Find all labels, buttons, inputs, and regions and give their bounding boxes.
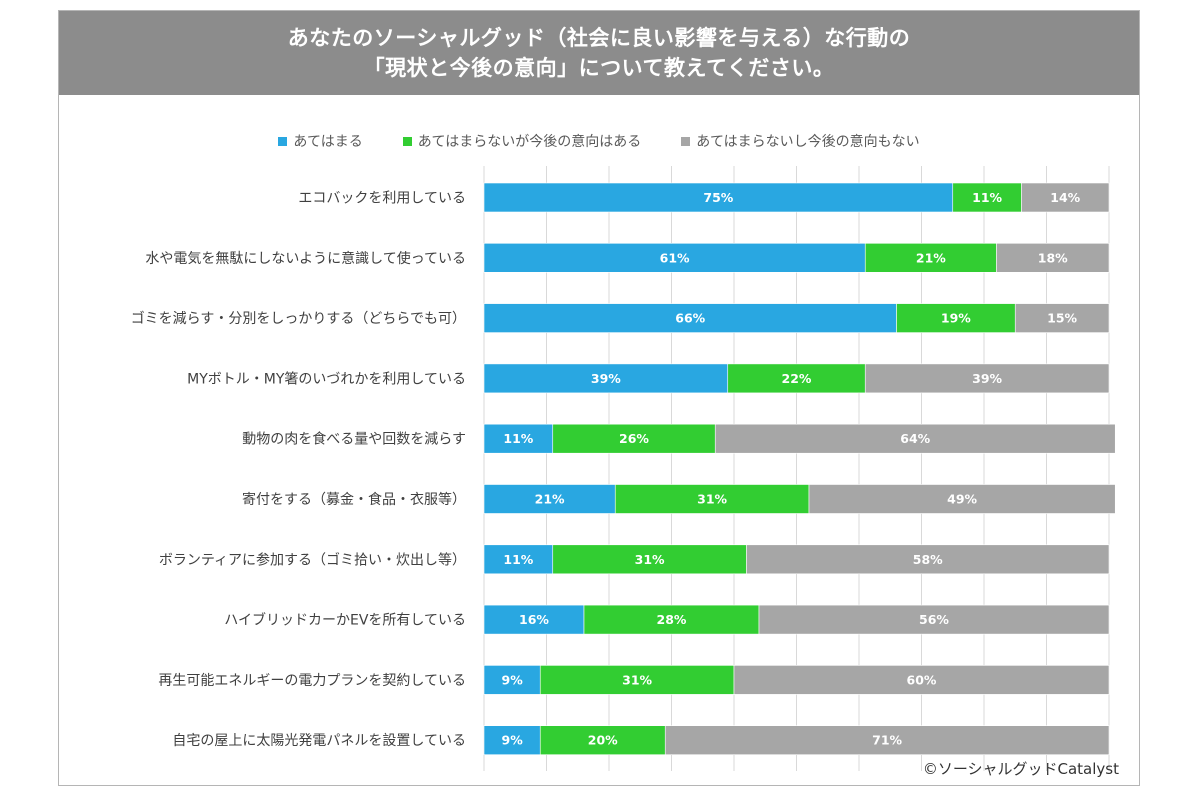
bar-segment-3 [758,604,1110,635]
data-label: 21% [535,492,565,507]
bar-segment-3 [996,243,1110,273]
data-label: 64% [900,431,930,446]
bar-segment-3 [1021,182,1110,213]
bar-segment-2 [614,484,810,514]
data-label: 9% [502,672,524,687]
bar-segment-3 [746,544,1110,575]
category-label: 動物の肉を食べる量や回数を減らす [242,431,466,448]
chart-title-line1: あなたのソーシャルグッド（社会に良い影響を与える）な行動の [287,26,911,50]
chart-title: あなたのソーシャルグッド（社会に良い影響を与える）な行動の 「現状と今後の意向」… [59,11,1139,95]
chart-frame: あなたのソーシャルグッド（社会に良い影響を与える）な行動の 「現状と今後の意向」… [58,10,1140,786]
data-label: 15% [1047,311,1077,326]
data-label: 19% [941,311,971,326]
bar-segment-2 [952,182,1022,213]
bar-segment-1 [483,303,897,333]
bar-segment-3 [714,423,1116,454]
bar-segment-2 [896,303,1016,333]
data-label: 20% [588,733,618,748]
category-label: MYボトル・MY箸のいづれかを利用している [187,370,466,387]
bar-segment-2 [583,604,760,635]
data-label: 39% [972,371,1002,386]
bar-segment-1 [483,725,541,756]
bar-segment-2 [552,423,716,454]
data-label: 56% [919,612,949,627]
data-label: 21% [916,250,946,265]
bar-segment-2 [727,363,866,394]
bar-segment-1 [483,544,554,575]
data-label: 58% [913,552,943,567]
data-label: 60% [907,672,937,687]
category-label: 自宅の屋上に太陽光発電パネルを設置している [172,733,466,749]
bar-segment-3 [664,725,1110,756]
legend-label-1: あてはまる [293,134,363,150]
legend-item-3: あてはまらないし今後の意向もない [681,131,920,151]
data-label: 31% [622,672,652,687]
bar-segment-3 [733,665,1110,695]
legend-swatch-1 [278,136,288,146]
data-label: 11% [972,190,1002,205]
data-label: 75% [703,190,733,205]
bar-segment-3 [864,363,1110,394]
bar-segment-1 [483,665,541,695]
data-label: 26% [619,431,649,446]
legend-label-3: あてはまらないし今後の意向もない [696,134,920,150]
bar-segment-1 [483,423,554,454]
data-label: 28% [657,612,687,627]
legend-item-1: あてはまる [278,131,363,151]
category-label: ゴミを減らす・分別をしっかりする（どちらでも可） [131,310,466,327]
data-label: 22% [782,371,812,386]
data-label: 61% [660,250,690,265]
legend-swatch-3 [681,136,691,146]
legend-swatch-2 [402,136,412,146]
bar-segment-1 [483,484,616,514]
stacked-bar-chart: エコバックを利用している 75% 11% 14% 水や電気を無駄にしないように意識して使… [131,166,1116,771]
data-label: 31% [697,492,727,507]
chart-title-line2: 「現状と今後の意向」について教えてください。 [363,56,835,80]
bar-segment-1 [483,243,866,273]
legend-item-2: あてはまらないが今後の意向はある [402,131,642,151]
bar-segment-3 [1014,303,1110,333]
bar-segment-1 [483,182,954,213]
category-label: 再生可能エネルギーの電力プランを契約している [158,673,466,689]
category-label: 寄付をする（募金・食品・衣服等） [242,491,466,508]
data-label: 66% [675,311,705,326]
category-label: ハイブリッドカーかEVを所有している [224,612,466,629]
bar-segment-1 [483,604,585,635]
data-label: 71% [872,733,902,748]
data-label: 9% [502,733,524,748]
category-label: エコバックを利用している [298,191,466,207]
data-label: 49% [947,492,977,507]
category-label: 水や電気を無駄にしないように意識して使っている [145,250,466,267]
copyright: ©ソーシャルグッドCatalyst [922,760,1119,778]
legend-label-2: あてはまらないが今後の意向はある [417,134,642,150]
data-label: 18% [1038,250,1068,265]
bar-segment-2 [539,725,666,756]
category-label: ボランティアに参加する（ゴミ拾い・炊出し等） [159,551,466,568]
data-label: 11% [503,552,533,567]
data-label: 14% [1050,190,1080,205]
data-label: 31% [635,552,665,567]
data-label: 11% [503,431,533,446]
bar-segment-1 [483,363,729,394]
data-label: 16% [519,612,549,627]
legend: あてはまる あてはまらないが今後の意向はある あてはまらないし今後の意向もない [59,131,1139,151]
data-label: 39% [591,371,621,386]
bar-segment-3 [808,484,1116,514]
